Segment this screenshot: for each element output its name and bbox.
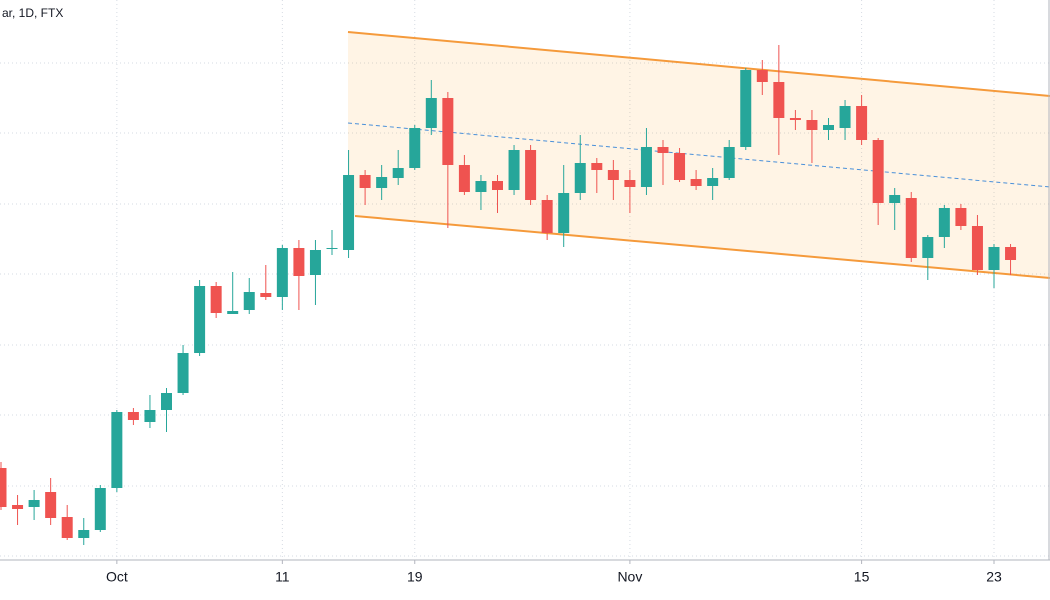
candles: [0, 45, 1017, 545]
candle-body: [12, 505, 24, 509]
channel-lower: [354, 215, 1050, 279]
candle-body: [558, 193, 570, 233]
chart-title: ar, 1D, FTX: [2, 6, 63, 20]
candle-body: [177, 353, 189, 393]
candle-body: [574, 163, 586, 193]
candle-body: [161, 393, 172, 410]
candle-body: [740, 70, 752, 147]
channel-mid: [347, 122, 1050, 188]
candle-body: [61, 517, 73, 538]
candle-body: [376, 177, 388, 188]
candle-body: [111, 412, 123, 488]
candle-body: [955, 208, 967, 226]
candle-body: [856, 106, 868, 140]
candle-body: [640, 147, 652, 187]
candle-body: [293, 248, 305, 276]
x-tick-label: 15: [854, 569, 870, 585]
candle-body: [309, 250, 321, 275]
candle-body: [78, 530, 90, 538]
candle-body: [326, 248, 338, 249]
candle-body: [905, 198, 917, 258]
candle-body: [442, 98, 454, 165]
candle-body: [674, 153, 686, 180]
x-tick-label: Nov: [617, 569, 642, 585]
candle-body: [343, 175, 355, 250]
candle-body: [690, 179, 702, 186]
x-tick-label: 11: [275, 569, 290, 585]
candle-body: [707, 178, 719, 186]
candle-body: [806, 120, 818, 130]
candle-body: [492, 181, 503, 190]
candle-body: [723, 147, 735, 178]
candle-body: [0, 468, 7, 507]
candle-body: [823, 125, 834, 130]
candle-body: [525, 150, 537, 200]
candle-body: [210, 286, 222, 313]
candle-body: [756, 70, 768, 82]
candle-body: [227, 311, 239, 314]
candle-body: [508, 150, 520, 190]
channel-upper: [347, 31, 1050, 97]
candle-body: [144, 410, 156, 422]
candle-body: [28, 500, 40, 507]
candle-body: [276, 248, 288, 297]
candle-body: [260, 293, 272, 297]
candle-body: [872, 140, 884, 203]
candle-body: [409, 128, 421, 168]
candle-body: [1005, 247, 1017, 260]
candle-body: [607, 170, 619, 180]
candle-body: [657, 147, 669, 153]
candle-body: [359, 175, 371, 188]
candle-body: [971, 226, 983, 270]
candle-body: [938, 208, 950, 237]
candle-body: [392, 168, 404, 178]
candle-body: [591, 163, 603, 170]
candle-body: [988, 247, 1000, 270]
candle-body: [839, 106, 851, 128]
x-tick-label: 19: [407, 569, 423, 585]
candle-body: [889, 195, 901, 203]
candle-body: [45, 492, 57, 518]
candle-body: [243, 292, 255, 310]
candle-body: [194, 286, 206, 353]
candle-body: [425, 98, 437, 128]
candle-body: [624, 180, 636, 187]
candle-body: [94, 488, 106, 530]
candle-body: [541, 200, 553, 233]
x-tick-label: 23: [986, 569, 1002, 585]
candle-body: [458, 165, 470, 192]
candle-body: [773, 82, 785, 118]
candle-body: [922, 237, 934, 258]
candle-body: [475, 181, 487, 192]
horizontal-grid: [0, 62, 1050, 557]
candle-body: [789, 118, 801, 120]
x-tick-label: Oct: [106, 569, 128, 585]
candle-body: [127, 412, 139, 420]
